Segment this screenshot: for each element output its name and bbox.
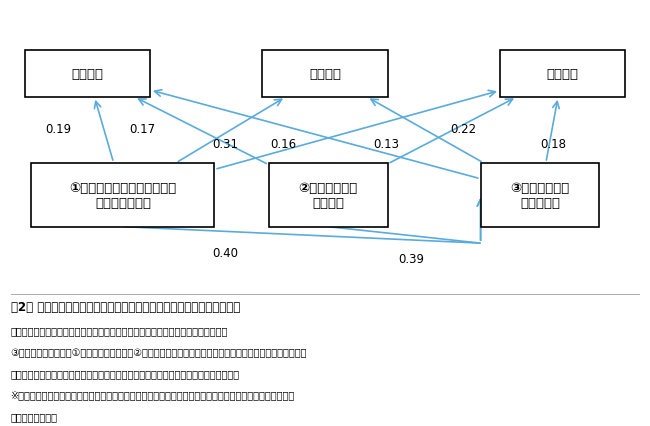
Text: 0.22: 0.22 (450, 123, 476, 136)
Text: 0.40: 0.40 (213, 246, 239, 259)
FancyBboxPatch shape (500, 50, 625, 98)
FancyBboxPatch shape (263, 50, 387, 98)
Text: 早朝覚醒: 早朝覚醒 (547, 68, 578, 81)
Text: 受けながら、全ての不眠症状（入眠障害、中途覚醒、早朝覚醒）に関連していました。: 受けながら、全ての不眠症状（入眠障害、中途覚醒、早朝覚醒）に関連していました。 (10, 368, 240, 378)
Text: ①惨事ストレス：自分の命に
危険が迫る体験: ①惨事ストレス：自分の命に 危険が迫る体験 (70, 181, 177, 209)
Text: ③「社会的批判」は、①「惨事ストレス」、②「被災者体験」といった他の原子力災害関連体験による影響を: ③「社会的批判」は、①「惨事ストレス」、②「被災者体験」といった他の原子力災害関… (10, 347, 307, 357)
FancyBboxPatch shape (269, 164, 387, 227)
Text: 的有意な相関あり: 的有意な相関あり (10, 411, 58, 421)
FancyBboxPatch shape (31, 164, 214, 227)
Text: 中途覚醒: 中途覚醒 (309, 68, 341, 81)
FancyBboxPatch shape (25, 50, 150, 98)
Text: 0.17: 0.17 (129, 123, 155, 136)
Text: ※各線上に示す数値は標準化係数（最大値１）であり、数値が大きいほど強い相関関係を表し、全て統計学: ※各線上に示す数値は標準化係数（最大値１）であり、数値が大きいほど強い相関関係を… (10, 390, 295, 400)
Text: 0.39: 0.39 (398, 253, 424, 265)
FancyBboxPatch shape (480, 164, 599, 227)
Text: ③社会的批判：
差別・中傷: ③社会的批判： 差別・中傷 (510, 181, 569, 209)
Text: 0.31: 0.31 (213, 138, 239, 150)
Text: 0.18: 0.18 (540, 138, 566, 150)
Text: 全ての原子力災害関連体験は不眠症状の中でも特に入眠障害と関連していました。: 全ての原子力災害関連体験は不眠症状の中でも特に入眠障害と関連していました。 (10, 325, 228, 336)
Text: 0.16: 0.16 (270, 138, 296, 150)
Text: 0.19: 0.19 (46, 123, 72, 136)
Text: 入眠障害: 入眠障害 (72, 68, 103, 81)
Text: 図2： 原子力災害関連体験と不眠症状との相関関係（共分散構造分析）: 図2： 原子力災害関連体験と不眠症状との相関関係（共分散構造分析） (10, 300, 240, 313)
Text: ②被災者体験：
財産損失: ②被災者体験： 財産損失 (298, 181, 358, 209)
Text: 0.13: 0.13 (373, 138, 399, 150)
